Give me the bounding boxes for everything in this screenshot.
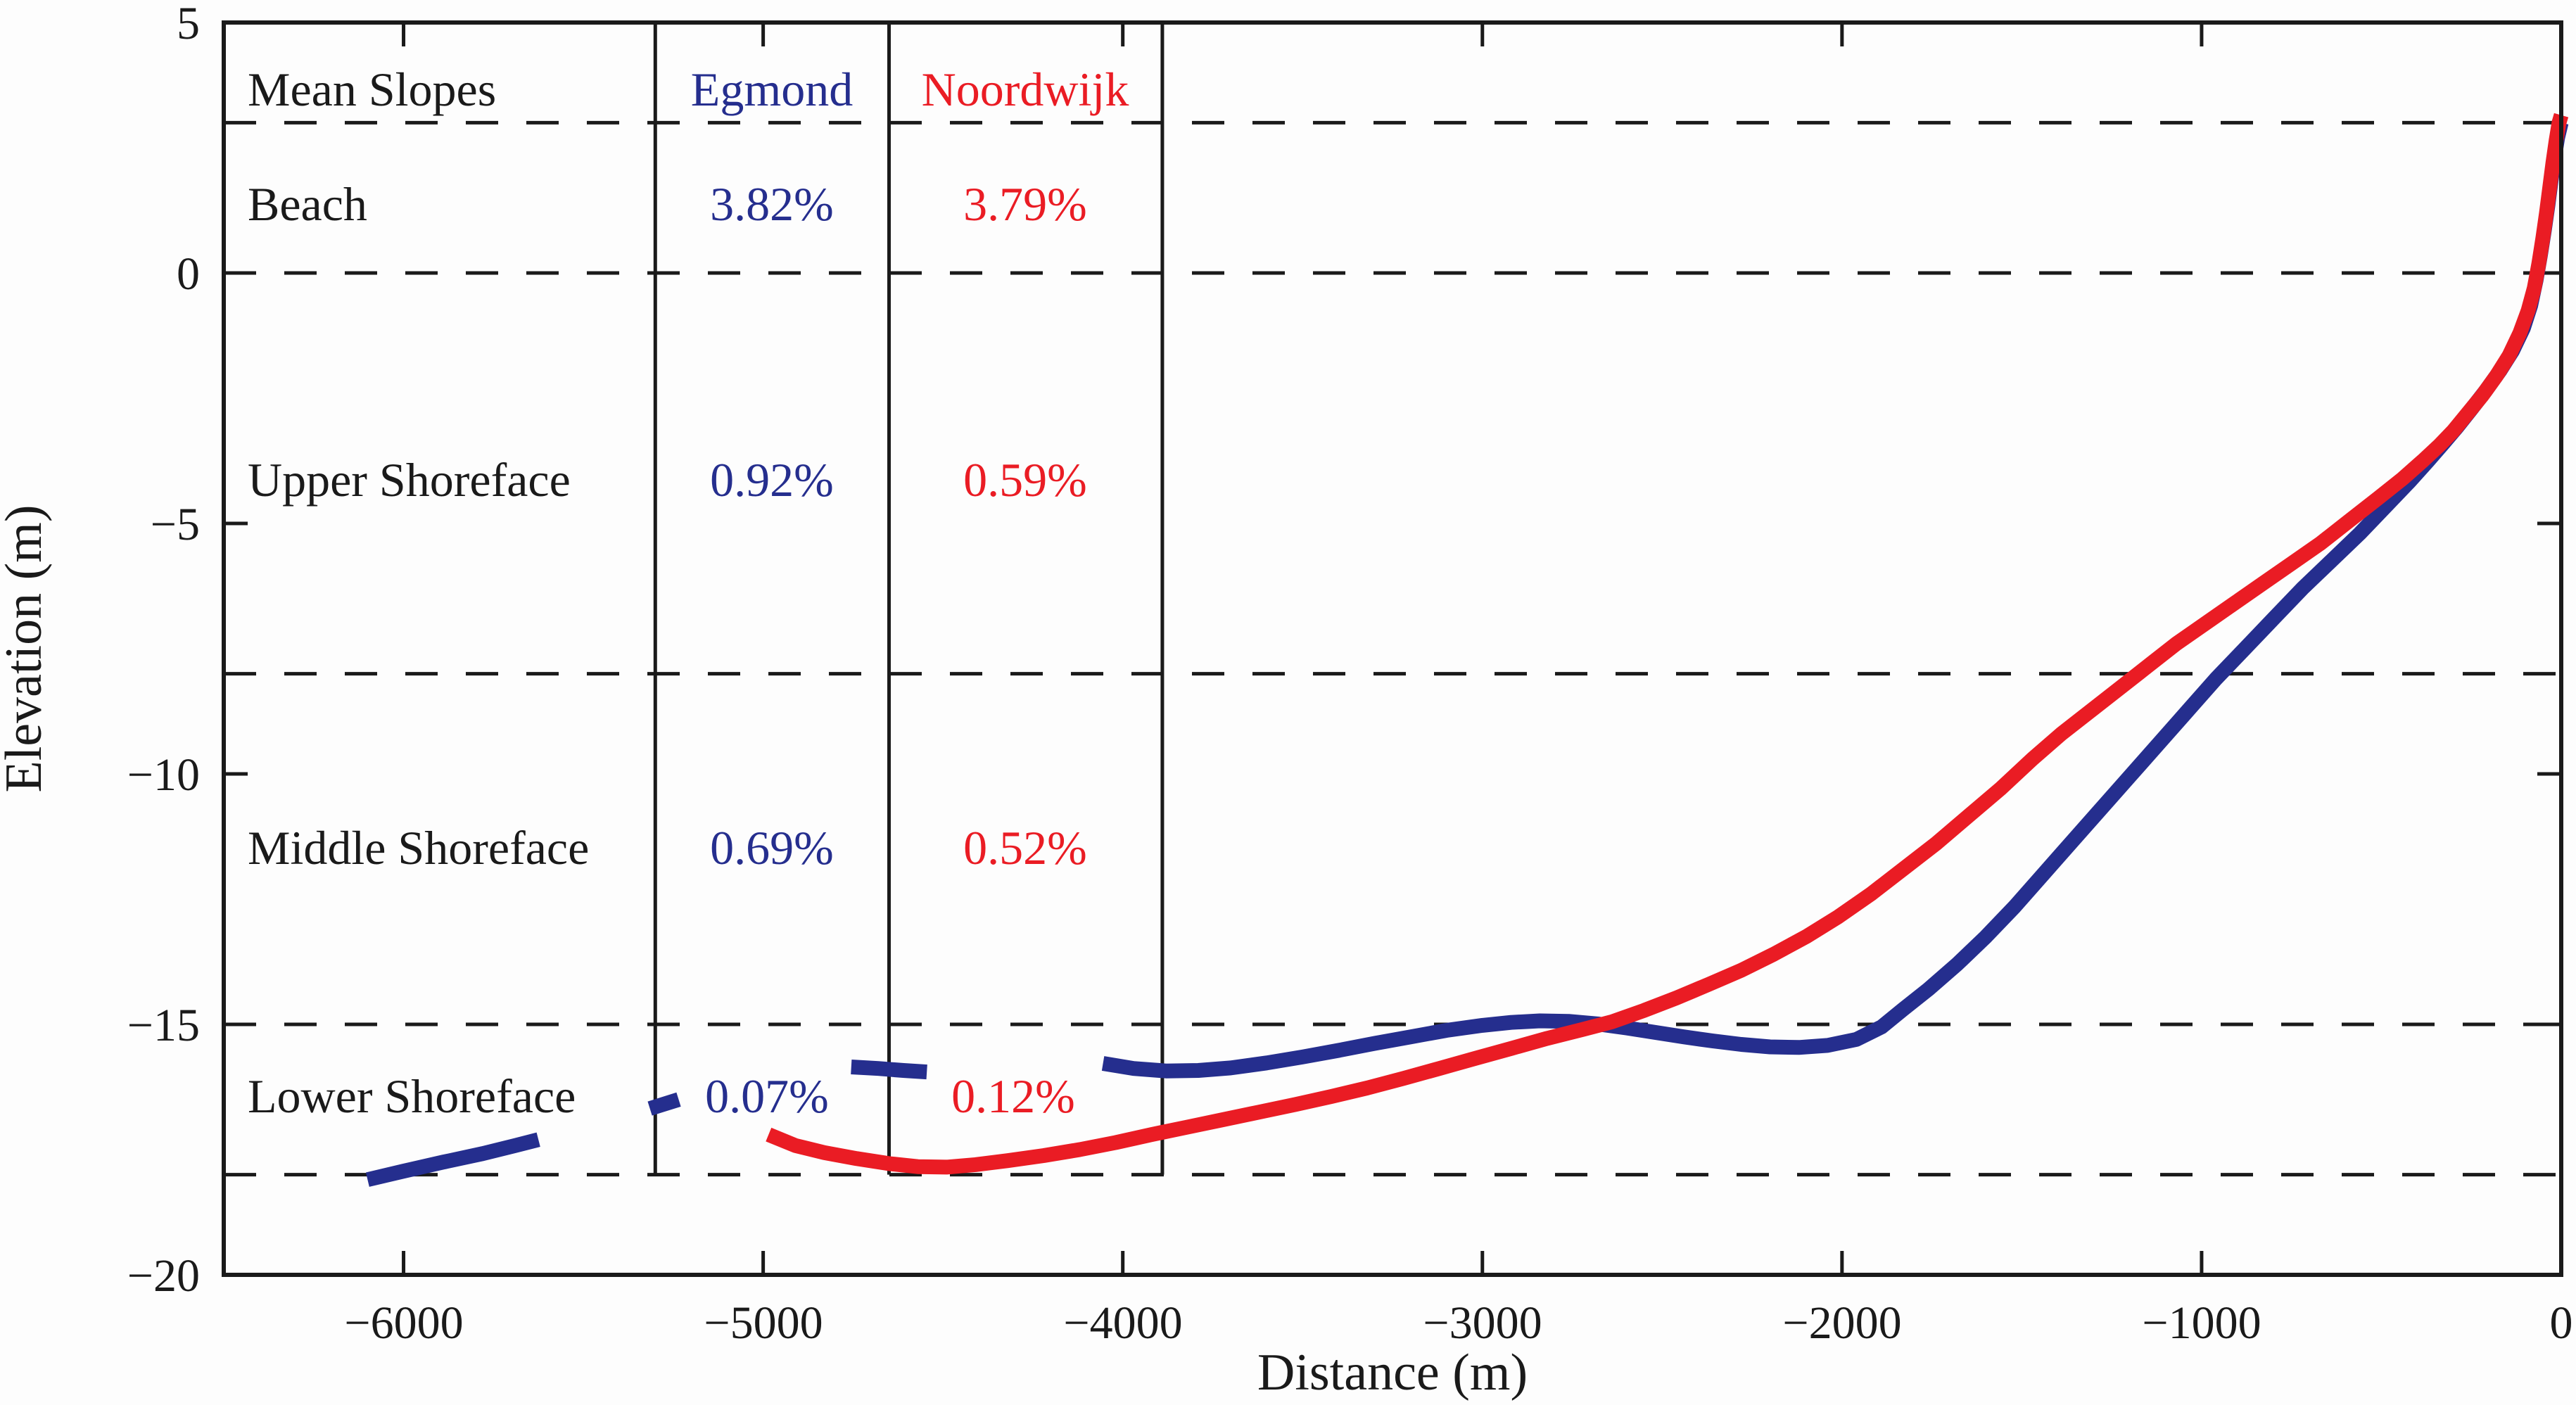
y-tick-label--20: −20 (127, 1250, 200, 1302)
x-tick-label--5000: −5000 (704, 1297, 823, 1349)
mean-slopes-table: Mean Slopes Egmond Noordwijk Beach 3.82%… (248, 63, 1129, 1123)
column-header-noordwijk: Noordwijk (922, 63, 1129, 116)
beach-slope-egmond: 3.82% (710, 177, 834, 231)
y-tick-label--15: −15 (127, 1000, 200, 1051)
lower-shoreface-slope-noordwijk: 0.12% (951, 1069, 1075, 1123)
row-label-beach: Beach (248, 177, 367, 231)
column-header-egmond: Egmond (691, 63, 853, 116)
x-axis-title: Distance (m) (1257, 1344, 1528, 1401)
y-tick-label-0: 0 (177, 248, 200, 300)
table-title: Mean Slopes (248, 63, 496, 116)
plot-frame (222, 20, 2563, 1277)
plot-area (222, 20, 2569, 1277)
middle-shoreface-slope-noordwijk: 0.52% (963, 821, 1087, 875)
upper-shoreface-slope-noordwijk: 0.59% (963, 453, 1087, 507)
beach-slope-noordwijk: 3.79% (963, 177, 1087, 231)
row-label-middle-shoreface: Middle Shoreface (248, 821, 589, 875)
middle-shoreface-slope-egmond: 0.69% (710, 821, 834, 875)
lower-shoreface-slope-egmond: 0.07% (705, 1069, 829, 1123)
noordwijk-profile-curve-segment-1 (766, 113, 2569, 1175)
x-axis-tick-labels: −6000 −5000 −4000 −3000 −2000 −1000 0 (344, 1297, 2572, 1349)
x-tick-label--1000: −1000 (2142, 1297, 2261, 1349)
y-tick-label-5: 5 (177, 0, 200, 49)
y-axis-title: Elevation (m) (0, 505, 53, 793)
y-tick-label--10: −10 (127, 749, 200, 801)
egmond-profile-curve-segment-3 (851, 1060, 927, 1080)
egmond-profile-curve-segment-1 (365, 1132, 540, 1187)
y-axis-tick-labels: 5 0 −5 −10 −15 −20 (127, 0, 200, 1302)
x-tick-label-0: 0 (2550, 1297, 2573, 1349)
x-tick-label--2000: −2000 (1782, 1297, 1901, 1349)
egmond-profile-curve-segment-2 (647, 1092, 681, 1116)
x-tick-label--4000: −4000 (1063, 1297, 1182, 1349)
x-tick-label--6000: −6000 (344, 1297, 463, 1349)
x-tick-label--3000: −3000 (1423, 1297, 1542, 1349)
row-label-lower-shoreface: Lower Shoreface (248, 1069, 576, 1123)
upper-shoreface-slope-egmond: 0.92% (710, 453, 834, 507)
row-label-upper-shoreface: Upper Shoreface (248, 453, 571, 507)
y-tick-label--5: −5 (151, 499, 200, 550)
